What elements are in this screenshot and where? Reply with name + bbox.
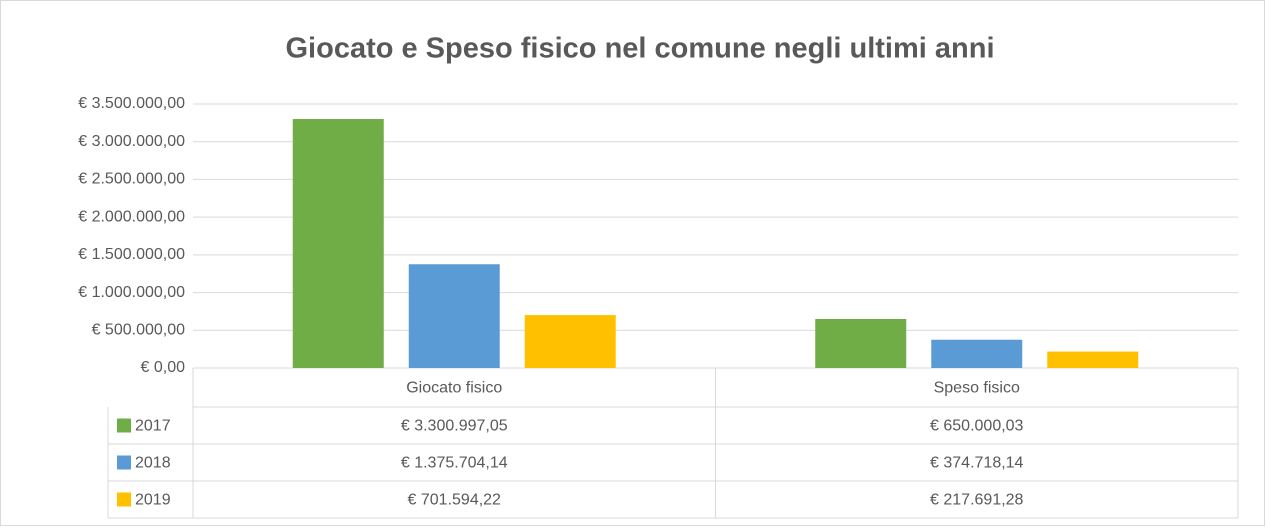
- x-tick-label: Giocato fisico: [406, 380, 502, 397]
- y-tick-label: € 3.000.000,00: [78, 133, 185, 150]
- legend-label: 2018: [135, 455, 171, 472]
- bar: [931, 339, 1023, 368]
- legend-label: 2017: [135, 418, 171, 435]
- x-tick-label: Speso fisico: [934, 380, 1020, 397]
- legend-swatch: [117, 418, 131, 433]
- legend-swatch: [117, 492, 131, 507]
- table-cell: € 1.375.704,14: [401, 455, 508, 472]
- table-cell: € 701.594,22: [408, 492, 502, 509]
- bar: [815, 318, 907, 368]
- bar: [292, 119, 384, 369]
- table-cell: € 374.718,14: [930, 455, 1024, 472]
- chart-title: Giocato e Speso fisico nel comune negli …: [285, 33, 994, 65]
- y-tick-label: € 1.500.000,00: [78, 246, 185, 263]
- y-tick-label: € 2.000.000,00: [78, 208, 185, 225]
- bar: [408, 264, 500, 368]
- legend-swatch: [117, 455, 131, 470]
- y-tick-label: € 500.000,00: [92, 322, 186, 339]
- y-tick-label: € 2.500.000,00: [78, 171, 185, 188]
- bar: [524, 315, 616, 368]
- table-cell: € 3.300.997,05: [401, 418, 508, 435]
- bar: [1047, 351, 1139, 368]
- y-tick-label: € 3.500.000,00: [78, 95, 185, 112]
- y-tick-label: € 0,00: [141, 359, 186, 376]
- table-cell: € 217.691,28: [930, 492, 1024, 509]
- table-cell: € 650.000,03: [930, 418, 1024, 435]
- legend-label: 2019: [135, 492, 171, 509]
- y-tick-label: € 1.000.000,00: [78, 284, 185, 301]
